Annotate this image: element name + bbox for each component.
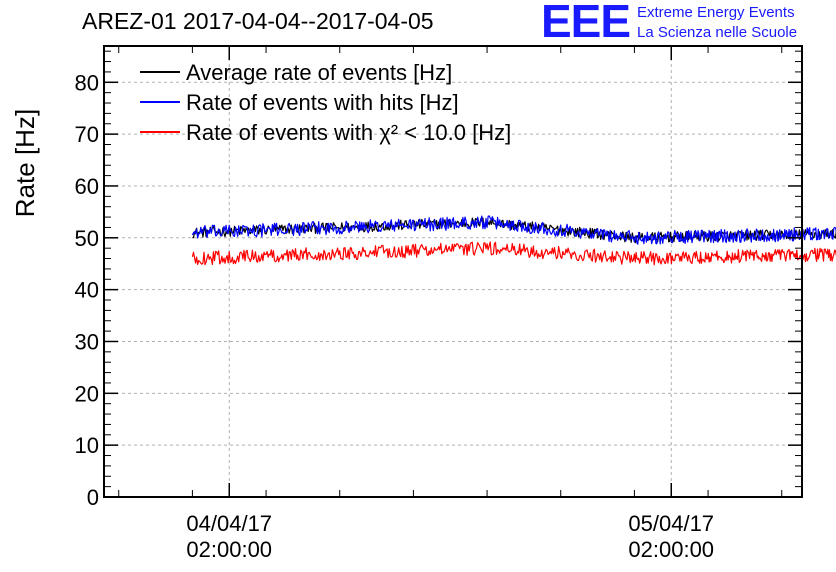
eee-logo: EEE — [541, 0, 631, 47]
y-tick-label: 80 — [75, 70, 99, 95]
legend-label: Rate of events with hits [Hz] — [186, 90, 459, 115]
y-axis-title: Rate [Hz] — [10, 109, 40, 217]
grid — [104, 46, 802, 497]
x-tick-label-date: 05/04/17 — [628, 511, 714, 536]
y-tick-label: 70 — [75, 122, 99, 147]
y-tick-label: 30 — [75, 329, 99, 354]
y-tick-label: 60 — [75, 174, 99, 199]
y-tick-label: 0 — [87, 485, 99, 510]
y-tick-label: 40 — [75, 278, 99, 303]
x-tick-label-time: 02:00:00 — [628, 537, 714, 562]
y-tick-label: 20 — [75, 381, 99, 406]
chart-title: AREZ-01 2017-04-04--2017-04-05 — [82, 8, 434, 34]
x-tick-label-date: 04/04/17 — [186, 511, 272, 536]
logo-line-2: La Scienza nelle Scuole — [637, 24, 798, 41]
series-line-3 — [191, 241, 836, 266]
series-layer — [191, 215, 836, 266]
logo-line-1: Extreme Energy Events — [637, 4, 795, 21]
tick-labels: 0102030405060708004/04/1702:00:0005/04/1… — [75, 70, 715, 562]
series-line-2 — [191, 215, 836, 245]
x-tick-label-time: 02:00:00 — [186, 537, 272, 562]
plot-frame — [103, 45, 803, 498]
legend: Average rate of events [Hz] Rate of event… — [140, 60, 511, 145]
legend-label: Average rate of events [Hz] — [186, 60, 452, 85]
ticks — [104, 46, 802, 498]
legend-label: Rate of events with χ² < 10.0 [Hz] — [186, 120, 511, 145]
y-tick-label: 10 — [75, 433, 99, 458]
y-tick-label: 50 — [75, 226, 99, 251]
